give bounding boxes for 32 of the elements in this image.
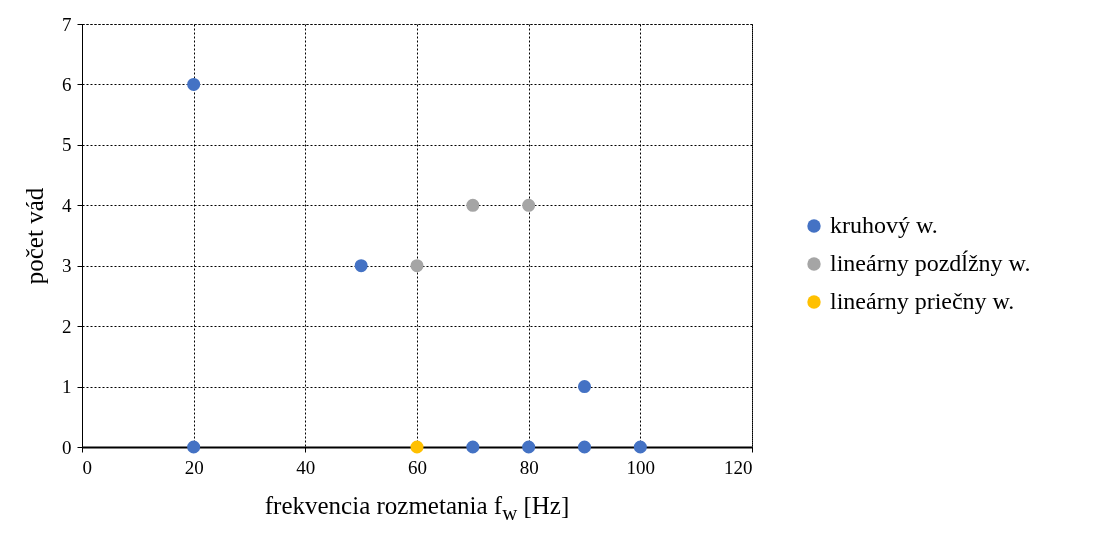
point	[577, 380, 592, 394]
x-tick-label: 100	[626, 456, 656, 478]
point	[633, 440, 647, 454]
point	[354, 259, 368, 273]
point	[466, 440, 480, 454]
x-tick-label: 60	[408, 456, 427, 478]
legend-label: lineárny pozdĺžny w.	[830, 250, 1031, 276]
point	[410, 440, 424, 454]
point	[522, 198, 536, 212]
x-tick-label: 0	[82, 456, 92, 478]
y-axis-title: počet vád	[21, 187, 48, 285]
x-tick-label: 40	[296, 456, 316, 478]
x-tick-label: 80	[519, 456, 539, 478]
point	[187, 77, 201, 91]
y-tick-label: 4	[62, 194, 72, 216]
y-tick-label: 3	[62, 255, 72, 277]
legend-label: kruhový w.	[830, 212, 938, 238]
y-tick-label: 7	[62, 13, 72, 35]
point	[410, 259, 424, 273]
x-tick-label: 120	[724, 456, 753, 478]
y-tick-label: 0	[62, 436, 72, 458]
point	[577, 440, 592, 454]
y-tick-label: 6	[62, 73, 72, 95]
y-tick-label: 5	[62, 134, 72, 156]
point	[187, 440, 201, 454]
y-tick-label: 1	[62, 376, 72, 398]
point	[466, 198, 480, 212]
x-axis-title: frekvencia rozmetania f$_{w}$ [Hz]	[263, 492, 571, 526]
legend-label: lineárny priečny w.	[830, 288, 1015, 314]
point	[522, 440, 536, 454]
y-tick-label: 2	[62, 315, 72, 337]
x-tick-label: 20	[184, 456, 204, 478]
